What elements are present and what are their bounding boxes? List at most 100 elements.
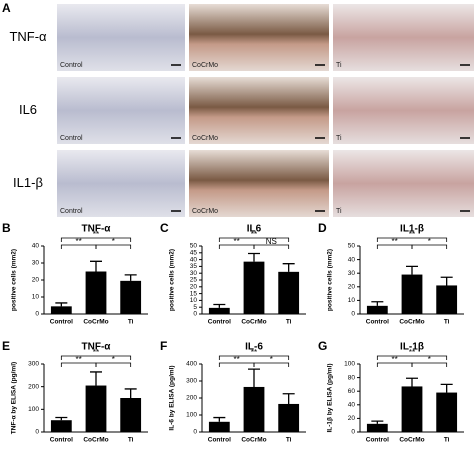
- y-tick-label: 60: [348, 388, 356, 395]
- image-label: Control: [60, 62, 83, 69]
- row-label: IL6: [19, 102, 37, 117]
- x-tick-label: CoCrMo: [241, 319, 266, 326]
- image-label: Ti: [336, 62, 342, 69]
- error-bar: [282, 393, 295, 404]
- y-tick-label: 10: [32, 294, 40, 301]
- y-tick-label: 10: [190, 297, 198, 304]
- bar: [208, 307, 230, 314]
- y-tick-label: 0: [193, 311, 197, 318]
- image-label: CoCrMo: [192, 62, 218, 69]
- significance-bracket: [218, 237, 290, 242]
- error-bar: [440, 383, 453, 393]
- x-tick-label: Control: [366, 437, 389, 444]
- y-tick-label: 100: [344, 361, 355, 368]
- panel-letter: C: [160, 221, 169, 235]
- panel-letter: E: [2, 339, 10, 353]
- significance-label: **: [409, 348, 415, 357]
- bar: [401, 386, 423, 432]
- panel-letter: A: [2, 1, 11, 15]
- significance-bracket: [411, 244, 448, 249]
- significance-label: *: [428, 237, 431, 246]
- error-bar: [55, 416, 68, 421]
- y-axis-label: TNF-α by ELISA (pg/ml): [11, 362, 18, 434]
- y-tick-label: 20: [190, 284, 198, 291]
- error-bar: [90, 260, 102, 272]
- panel-letter: D: [318, 221, 327, 235]
- histology-image: [189, 150, 329, 217]
- y-tick-label: 100: [28, 406, 39, 413]
- bar: [243, 261, 265, 314]
- image-label: Ti: [336, 208, 342, 215]
- significance-label: **: [251, 348, 257, 357]
- y-tick-label: 0: [35, 311, 39, 318]
- significance-label: **: [76, 237, 82, 246]
- error-bar: [213, 416, 226, 422]
- y-tick-label: 20: [348, 284, 356, 291]
- y-tick-label: 50: [190, 243, 198, 250]
- bar: [50, 306, 72, 314]
- y-axis-label: positive cells (mm2): [11, 249, 18, 311]
- error-bar: [124, 388, 137, 398]
- x-tick-label: Ti: [286, 319, 292, 326]
- y-tick-label: 20: [32, 277, 40, 284]
- y-tick-label: 40: [32, 243, 40, 250]
- bar: [366, 423, 388, 432]
- image-label: Control: [60, 208, 83, 215]
- panel-letter: F: [160, 339, 167, 353]
- x-tick-label: Ti: [286, 437, 292, 444]
- image-label: Control: [60, 135, 83, 142]
- histology-image: [57, 4, 185, 71]
- histology-image: [333, 77, 474, 144]
- bar: [278, 271, 300, 314]
- row-label: IL1-β: [13, 175, 43, 190]
- error-bar: [248, 368, 260, 387]
- x-tick-label: Control: [50, 437, 73, 444]
- y-axis-label: IL-1β by ELISA (pg/ml): [327, 363, 334, 432]
- x-tick-label: CoCrMo: [399, 437, 424, 444]
- significance-label: *: [112, 237, 115, 246]
- x-tick-label: Ti: [128, 319, 134, 326]
- image-label: Ti: [336, 135, 342, 142]
- chart-title: IL-6: [245, 342, 263, 353]
- image-label: CoCrMo: [192, 208, 218, 215]
- error-bar: [124, 274, 137, 281]
- bar: [120, 398, 142, 432]
- significance-bracket: [253, 244, 290, 249]
- x-tick-label: CoCrMo: [83, 437, 108, 444]
- bar: [436, 392, 458, 432]
- significance-bracket: [376, 355, 448, 360]
- significance-label: **: [234, 355, 240, 364]
- x-tick-label: Ti: [444, 437, 450, 444]
- error-bar: [55, 302, 68, 307]
- bar: [436, 285, 458, 314]
- y-tick-label: 30: [32, 260, 40, 267]
- error-bar: [371, 420, 384, 424]
- x-tick-label: CoCrMo: [399, 319, 424, 326]
- chart-title: IL-1β: [400, 342, 424, 353]
- y-tick-label: 300: [186, 378, 197, 385]
- x-tick-label: Ti: [128, 437, 134, 444]
- significance-label: *: [428, 355, 431, 364]
- significance-label: **: [93, 230, 99, 239]
- y-tick-label: 300: [28, 361, 39, 368]
- significance-label: **: [234, 237, 240, 246]
- significance-bracket: [218, 355, 290, 360]
- bar: [208, 421, 230, 432]
- significance-bracket: [60, 237, 132, 242]
- error-bar: [213, 303, 226, 308]
- error-bar: [440, 276, 453, 286]
- chart-title: IL6: [247, 224, 262, 235]
- y-tick-label: 20: [348, 415, 356, 422]
- significance-label: **: [409, 230, 415, 239]
- x-tick-label: CoCrMo: [83, 319, 108, 326]
- x-tick-label: Control: [50, 319, 73, 326]
- histology-image: [57, 77, 185, 144]
- significance-label: **: [392, 355, 398, 364]
- bar: [120, 280, 142, 314]
- histology-image: [333, 150, 474, 217]
- y-tick-label: 15: [190, 290, 198, 297]
- significance-bracket: [411, 362, 448, 367]
- x-tick-label: Control: [208, 437, 231, 444]
- chart-title: IL1-β: [400, 224, 424, 235]
- error-bar: [371, 301, 384, 306]
